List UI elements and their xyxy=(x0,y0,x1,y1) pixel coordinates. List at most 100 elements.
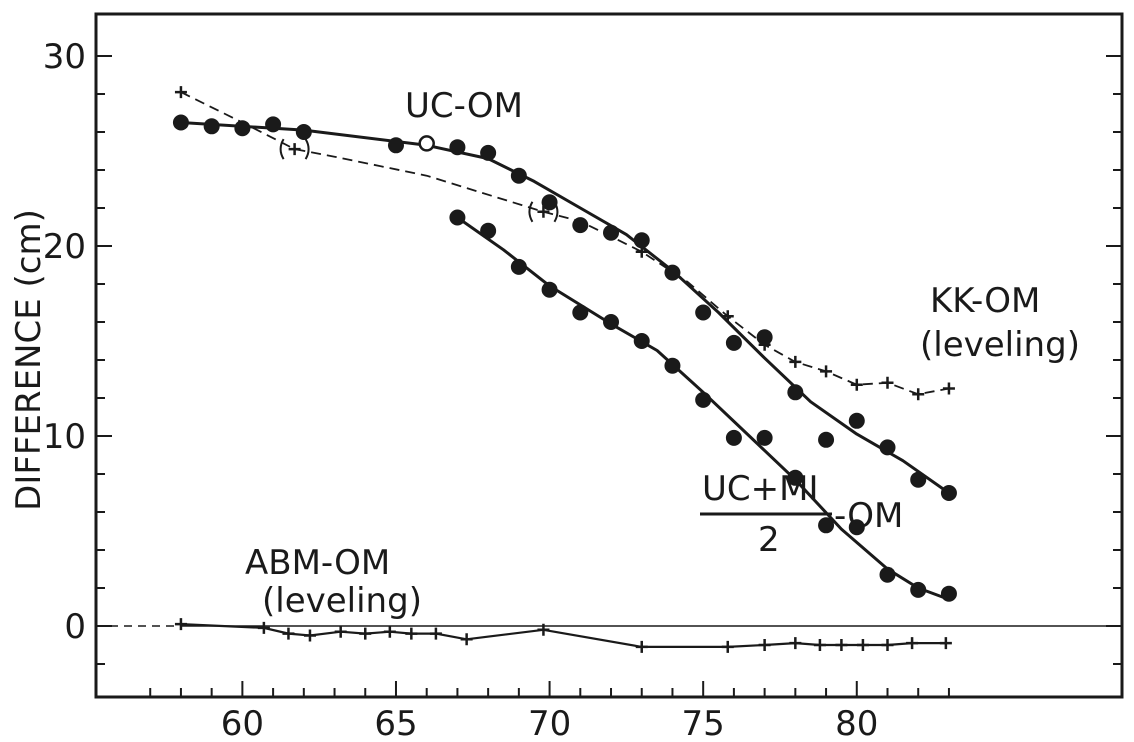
point-uc-mi-om xyxy=(541,281,558,298)
point-uc-om xyxy=(572,217,589,234)
point-abm-om xyxy=(405,627,418,640)
annotation-mid-suffix: -OM xyxy=(834,496,903,536)
point-abm-om xyxy=(758,639,771,651)
point-kk-om xyxy=(789,355,802,368)
point-uc-mi-om xyxy=(480,222,497,239)
point-uc-om xyxy=(787,384,804,401)
point-abm-om xyxy=(813,639,826,651)
point-kk-om xyxy=(635,245,648,258)
point-uc-mi-om xyxy=(818,517,835,534)
point-kk-om xyxy=(537,205,550,218)
point-abm-om xyxy=(282,627,295,640)
point-uc-om xyxy=(633,232,650,249)
x-tick-label: 80 xyxy=(835,704,878,742)
point-uc-om xyxy=(848,412,865,429)
point-abm-om xyxy=(835,639,848,651)
point-uc-om xyxy=(879,439,896,456)
point-uc-mi-om xyxy=(603,314,620,330)
point-abm-om xyxy=(939,637,952,650)
point-abm-om xyxy=(303,629,316,642)
point-uc-om xyxy=(695,304,712,321)
point-kk-om xyxy=(721,310,734,323)
series-line-abm-om xyxy=(180,623,946,649)
point-uc-mi-om xyxy=(664,357,681,374)
point-uc-om xyxy=(295,124,312,140)
point-uc-om xyxy=(910,471,927,488)
bracket-left xyxy=(528,201,534,223)
point-uc-om xyxy=(265,116,282,133)
plot-frame xyxy=(94,12,1124,699)
y-tick-label: 10 xyxy=(43,417,86,457)
point-uc-mi-om xyxy=(879,566,896,583)
point-uc-om xyxy=(449,139,466,156)
point-uc-mi-om xyxy=(449,209,466,226)
point-uc-mi-om xyxy=(695,391,712,408)
point-uc-om xyxy=(387,137,404,154)
point-uc-om xyxy=(603,224,620,241)
series-line-kk-om xyxy=(180,91,950,396)
point-abm-om xyxy=(334,625,347,638)
point-uc-om xyxy=(172,114,189,131)
point-abm-om xyxy=(257,621,270,634)
point-uc-om xyxy=(541,194,558,211)
x-tick-label: 70 xyxy=(528,704,571,742)
point-uc-mi-om xyxy=(848,519,865,536)
point-kk-om xyxy=(912,388,925,401)
point-kk-om xyxy=(881,376,894,389)
point-abm-om xyxy=(856,639,869,651)
point-abm-om xyxy=(460,633,473,646)
point-kk-om xyxy=(850,378,863,391)
annotation-kk-leveling: (leveling) xyxy=(920,325,1080,365)
point-abm-om xyxy=(906,637,919,650)
y-tick-label: 20 xyxy=(43,227,86,267)
points-layer xyxy=(172,86,957,653)
point-abm-om xyxy=(881,639,894,651)
point-abm-om xyxy=(789,637,802,650)
point-uc-mi-om xyxy=(910,581,927,598)
annotation-mid-numerator: UC+MI xyxy=(702,469,818,509)
x-tick-label: 65 xyxy=(374,704,417,742)
ticks-layer: 60 65 70 75 80 0 10 20 30 xyxy=(43,37,1122,742)
point-kk-om xyxy=(942,382,955,395)
point-uc-om xyxy=(756,329,773,346)
point-uc-om xyxy=(480,144,497,161)
point-uc-om xyxy=(664,264,681,281)
point-uc-om xyxy=(725,334,742,351)
bracket-right xyxy=(553,201,559,223)
point-uc-mi-om xyxy=(633,333,650,349)
y-tick-label: 0 xyxy=(64,607,86,647)
annotation-uc-om: UC-OM xyxy=(405,86,523,126)
point-kk-om xyxy=(820,365,833,378)
series-line-uc-mi-om xyxy=(456,216,950,601)
annotation-kk-om: KK-OM xyxy=(930,281,1040,321)
point-uc-mi-om xyxy=(725,429,742,446)
x-tick-label: 60 xyxy=(221,704,264,742)
bracket-left xyxy=(279,138,285,160)
point-kk-om xyxy=(174,86,187,99)
point-abm-om xyxy=(383,625,396,638)
annotation-abm-leveling: (leveling) xyxy=(262,581,422,621)
open-point-uc-om xyxy=(418,135,435,152)
series-line-uc-om xyxy=(180,121,950,495)
point-abm-om xyxy=(359,627,372,640)
point-uc-mi-om xyxy=(572,304,589,321)
point-abm-om xyxy=(721,640,734,653)
point-uc-mi-om xyxy=(940,585,957,602)
y-tick-label: 30 xyxy=(43,37,86,77)
point-uc-mi-om xyxy=(756,429,773,446)
point-abm-om xyxy=(537,623,550,636)
point-abm-om xyxy=(429,627,442,640)
point-abm-om xyxy=(174,618,187,631)
point-kk-om xyxy=(288,143,301,156)
point-uc-mi-om xyxy=(510,258,527,275)
bracket-right xyxy=(304,138,310,160)
annotation-mid-denominator: 2 xyxy=(758,520,780,560)
point-uc-om xyxy=(203,118,220,135)
point-uc-om xyxy=(234,120,251,137)
point-kk-om xyxy=(758,338,771,351)
point-uc-mi-om xyxy=(787,469,804,486)
point-uc-om xyxy=(818,431,835,448)
annotation-abm-om: ABM-OM xyxy=(245,543,390,583)
x-tick-label: 75 xyxy=(682,704,725,742)
